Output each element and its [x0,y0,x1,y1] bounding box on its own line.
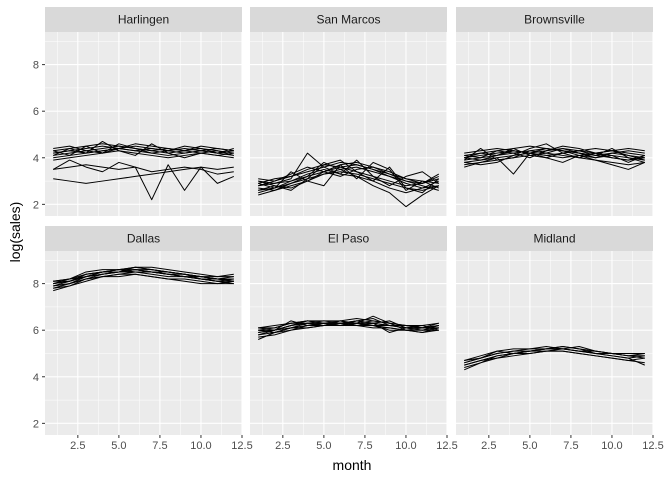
series-line [258,166,439,189]
series-line [53,150,234,161]
facet-panel: Dallas [45,226,243,435]
y-tick-label: 8 [33,279,39,291]
facet-label: Dallas [127,232,160,246]
series-line [53,266,234,282]
facet-label: Harlingen [118,13,169,27]
series-line [53,140,234,159]
x-tick-label: 7.5 [563,440,578,452]
facet-label: El Paso [328,232,370,246]
series-line [258,159,440,194]
facet-panel: Midland [456,226,654,435]
y-tick-label: 8 [33,60,39,72]
series-line [53,269,234,282]
y-axis: 2 4 6 8 2 4 6 8 [33,60,45,430]
x-tick-label: 12.5 [642,440,663,452]
x-tick-label: 10.0 [395,440,416,452]
facet-panel: Harlingen [45,7,243,216]
series-line [258,152,440,187]
series-line [258,161,439,191]
facet-label: Brownsville [524,13,585,27]
x-tick-label: 7.5 [152,440,167,452]
y-axis-title: log(sales) [7,202,23,263]
x-tick-label: 7.5 [357,440,372,452]
y-tick-label: 4 [33,372,39,384]
series-line [464,147,645,159]
x-tick-label: 12.5 [436,440,457,452]
facet-label: San Marcos [316,13,380,27]
x-tick-label: 5.0 [111,440,126,452]
x-tick-label: 2.5 [70,440,85,452]
facet-label: Midland [533,232,575,246]
series-line [464,152,645,166]
facet-strip [250,226,447,251]
facet-grid: Harlingen San Marcos Brownsville Dallas El P… [45,7,654,435]
facet-panel: San Marcos [250,7,448,216]
facet-panel: Brownsville [456,7,654,216]
x-tick-label: 5.0 [522,440,537,452]
series-line [464,145,645,161]
series-line [53,143,234,156]
facet-strip [456,7,653,32]
series-line [53,143,234,154]
x-tick-label: 10.0 [601,440,622,452]
facet-strip [45,7,242,32]
y-tick-label: 2 [33,199,39,211]
series-line [464,350,645,366]
x-tick-label: 2.5 [481,440,496,452]
y-tick-label: 6 [33,325,39,337]
series-line [258,161,440,208]
x-axis-title: month [333,457,372,473]
series-line [52,159,234,201]
panel-background [250,251,447,435]
facet-strip [45,226,242,251]
series-line [258,164,439,187]
series-line [258,168,439,194]
series-line [53,273,234,292]
series-line [464,147,645,163]
x-tick-label: 2.5 [275,440,290,452]
series-line [53,166,234,184]
x-tick-label: 5.0 [316,440,331,452]
y-tick-label: 6 [33,106,39,118]
x-tick-label: 12.5 [231,440,252,452]
facet-strip [456,226,653,251]
series-line [258,322,439,340]
series-line [53,266,234,287]
y-tick-label: 4 [33,153,39,165]
panel-background [456,32,653,216]
series-line [464,345,645,361]
facet-strip [250,7,447,32]
panel-background [456,251,653,435]
series-line [258,320,439,336]
facet-panel: El Paso [250,226,448,435]
x-axis: 2.5 5.0 7.5 10.0 12.5 2.5 5.0 7.5 10.0 12.5 2.5 5.0… [70,435,664,452]
series-line [464,348,645,371]
x-tick-label: 10.0 [190,440,211,452]
y-tick-label: 2 [33,418,39,430]
series-line [463,147,645,163]
panel-background [45,32,242,216]
